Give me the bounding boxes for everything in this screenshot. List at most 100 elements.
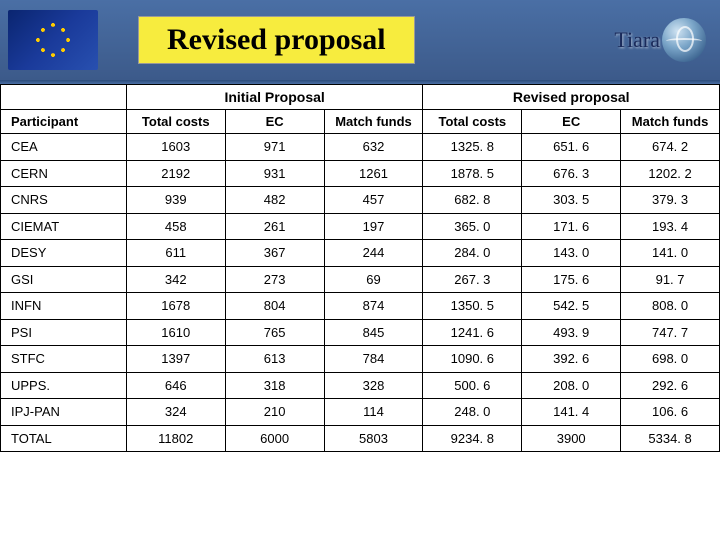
- cell-revised-total: 1325. 8: [423, 134, 522, 161]
- cell-revised-match: 141. 0: [621, 240, 720, 267]
- globe-icon: [662, 18, 706, 62]
- slide-title: Revised proposal: [138, 16, 415, 64]
- cell-revised-total: 1878. 5: [423, 160, 522, 187]
- cell-revised-total: 1090. 6: [423, 346, 522, 373]
- participant: CIEMAT: [1, 213, 127, 240]
- cell-initial-total: 646: [126, 372, 225, 399]
- cell-initial-ec: 971: [225, 134, 324, 161]
- cell-revised-ec: 493. 9: [522, 319, 621, 346]
- cell-revised-ec: 208. 0: [522, 372, 621, 399]
- cell-revised-total: 284. 0: [423, 240, 522, 267]
- cell-initial-ec: 931: [225, 160, 324, 187]
- cell-revised-ec: 175. 6: [522, 266, 621, 293]
- table-row: IPJ-PAN324210114248. 0141. 4106. 6: [1, 399, 720, 426]
- table-row: TOTAL11802600058039234. 839005334. 8: [1, 425, 720, 452]
- cell-revised-match: 106. 6: [621, 399, 720, 426]
- table-row: CERN219293112611878. 5676. 31202. 2: [1, 160, 720, 187]
- cell-initial-ec: 367: [225, 240, 324, 267]
- cell-initial-total: 324: [126, 399, 225, 426]
- cell-initial-match: 244: [324, 240, 423, 267]
- cell-revised-ec: 392. 6: [522, 346, 621, 373]
- cell-initial-ec: 261: [225, 213, 324, 240]
- cell-revised-total: 9234. 8: [423, 425, 522, 452]
- cell-initial-match: 114: [324, 399, 423, 426]
- cell-initial-total: 11802: [126, 425, 225, 452]
- participant: UPPS.: [1, 372, 127, 399]
- cell-initial-match: 632: [324, 134, 423, 161]
- cell-revised-match: 379. 3: [621, 187, 720, 214]
- participant: INFN: [1, 293, 127, 320]
- cell-initial-ec: 273: [225, 266, 324, 293]
- cell-revised-total: 682. 8: [423, 187, 522, 214]
- cell-initial-match: 845: [324, 319, 423, 346]
- participant: DESY: [1, 240, 127, 267]
- participant: CERN: [1, 160, 127, 187]
- cell-revised-match: 91. 7: [621, 266, 720, 293]
- table-row: CEA16039716321325. 8651. 6674. 2: [1, 134, 720, 161]
- tiara-logo: Tiara: [614, 18, 706, 62]
- col-initial-ec: EC: [225, 110, 324, 134]
- cell-initial-ec: 804: [225, 293, 324, 320]
- cell-initial-match: 784: [324, 346, 423, 373]
- cell-initial-match: 1261: [324, 160, 423, 187]
- cell-initial-match: 69: [324, 266, 423, 293]
- cell-initial-match: 874: [324, 293, 423, 320]
- cell-revised-ec: 171. 6: [522, 213, 621, 240]
- cell-revised-ec: 676. 3: [522, 160, 621, 187]
- cell-initial-ec: 318: [225, 372, 324, 399]
- slide-header: Revised proposal Tiara: [0, 0, 720, 80]
- cell-initial-total: 342: [126, 266, 225, 293]
- cell-initial-total: 939: [126, 187, 225, 214]
- cell-initial-total: 1397: [126, 346, 225, 373]
- cell-initial-total: 458: [126, 213, 225, 240]
- cell-revised-match: 292. 6: [621, 372, 720, 399]
- cell-initial-match: 457: [324, 187, 423, 214]
- cell-revised-match: 698. 0: [621, 346, 720, 373]
- cell-revised-ec: 651. 6: [522, 134, 621, 161]
- cell-initial-total: 2192: [126, 160, 225, 187]
- cell-initial-match: 5803: [324, 425, 423, 452]
- cell-revised-total: 248. 0: [423, 399, 522, 426]
- participant: STFC: [1, 346, 127, 373]
- cell-revised-total: 267. 3: [423, 266, 522, 293]
- cell-initial-match: 328: [324, 372, 423, 399]
- table-row: CNRS939482457682. 8303. 5379. 3: [1, 187, 720, 214]
- cell-revised-match: 5334. 8: [621, 425, 720, 452]
- cell-revised-match: 808. 0: [621, 293, 720, 320]
- cell-initial-ec: 613: [225, 346, 324, 373]
- cell-revised-ec: 143. 0: [522, 240, 621, 267]
- cell-initial-ec: 482: [225, 187, 324, 214]
- cell-initial-ec: 6000: [225, 425, 324, 452]
- cell-initial-total: 1603: [126, 134, 225, 161]
- col-revised-ec: EC: [522, 110, 621, 134]
- group-header-revised: Revised proposal: [423, 85, 720, 110]
- cell-revised-total: 500. 6: [423, 372, 522, 399]
- col-revised-match: Match funds: [621, 110, 720, 134]
- cell-revised-ec: 303. 5: [522, 187, 621, 214]
- cell-revised-match: 674. 2: [621, 134, 720, 161]
- table-row: DESY611367244284. 0143. 0141. 0: [1, 240, 720, 267]
- cell-revised-match: 747. 7: [621, 319, 720, 346]
- cell-revised-total: 1241. 6: [423, 319, 522, 346]
- table-row: GSI34227369267. 3175. 691. 7: [1, 266, 720, 293]
- participant: IPJ-PAN: [1, 399, 127, 426]
- table-body: CEA16039716321325. 8651. 6674. 2CERN2192…: [1, 134, 720, 452]
- participant: CNRS: [1, 187, 127, 214]
- cell-initial-ec: 210: [225, 399, 324, 426]
- eu-flag-icon: [8, 10, 98, 70]
- cell-revised-total: 365. 0: [423, 213, 522, 240]
- cell-revised-total: 1350. 5: [423, 293, 522, 320]
- table-row: PSI16107658451241. 6493. 9747. 7: [1, 319, 720, 346]
- cell-initial-total: 611: [126, 240, 225, 267]
- cell-initial-total: 1678: [126, 293, 225, 320]
- cell-revised-ec: 141. 4: [522, 399, 621, 426]
- col-initial-total: Total costs: [126, 110, 225, 134]
- participant: TOTAL: [1, 425, 127, 452]
- proposal-table: Initial Proposal Revised proposal Partic…: [0, 84, 720, 452]
- cell-revised-match: 193. 4: [621, 213, 720, 240]
- participant: GSI: [1, 266, 127, 293]
- table-row: INFN16788048741350. 5542. 5808. 0: [1, 293, 720, 320]
- cell-revised-ec: 3900: [522, 425, 621, 452]
- table-row: UPPS.646318328500. 6208. 0292. 6: [1, 372, 720, 399]
- col-participant: Participant: [1, 110, 127, 134]
